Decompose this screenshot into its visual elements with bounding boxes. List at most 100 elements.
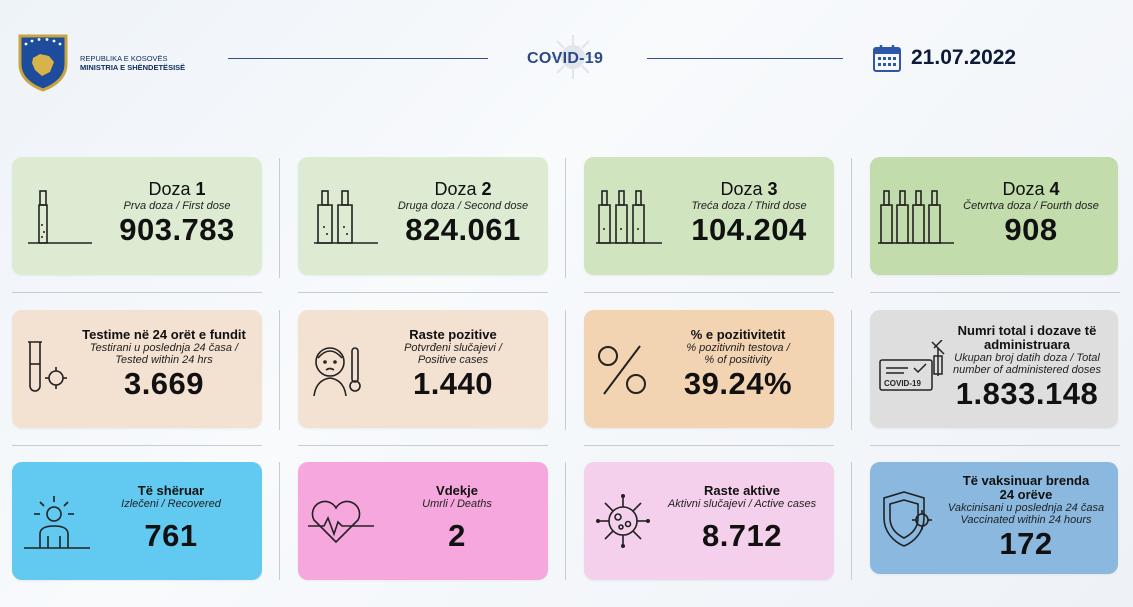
separator <box>565 462 566 580</box>
dose-title-label: Doza <box>148 179 191 199</box>
separator <box>584 445 834 446</box>
separator <box>851 462 852 580</box>
total-doses-text: Numri total i dozave të administruara Uk… <box>942 324 1112 412</box>
vaccinated-24h-text: Të vaksinuar brenda 24 orëve Vakcinisani… <box>940 474 1112 562</box>
separator <box>279 158 280 278</box>
dose-title-label: Doza <box>720 179 763 199</box>
header-divider-right <box>647 58 843 59</box>
covid-title: COVID-19 <box>527 50 603 68</box>
dose-value: 903.783 <box>119 212 235 247</box>
dose-subtitle: Druga doza / Second dose <box>397 200 529 212</box>
separator <box>565 158 566 278</box>
total-doses-subtitle-1: Ukupan broj datih doza / Total <box>954 352 1100 364</box>
deaths-card: Vdekje Umrli / Deaths 2 <box>298 462 548 580</box>
header: REPUBLIKA E KOSOVËS MINISTRIA E SHËNDETË… <box>0 0 1133 110</box>
calendar-icon <box>873 45 901 72</box>
dose-value: 104.204 <box>691 212 807 247</box>
virus-icon <box>551 35 595 79</box>
dose-value: 908 <box>1004 212 1058 247</box>
recovered-title: Të shëruar <box>137 483 205 498</box>
dose-card-text: Doza 3 Treća doza / Third dose 104.204 <box>674 179 824 248</box>
dose-title-label: Doza <box>1002 179 1045 199</box>
covid-title-suffix: -19 <box>579 50 604 67</box>
separator <box>279 310 280 430</box>
positive-cases-text: Raste pozitive Potvrđeni slučajevi / Pos… <box>368 328 538 402</box>
test-tube-icon <box>28 341 67 392</box>
dose-title: Doza 1 <box>102 179 252 200</box>
active-cases-value: 8.712 <box>701 518 783 553</box>
header-divider-left <box>228 58 488 59</box>
positive-cases-subtitle-1: Potvrđeni slučajevi / <box>404 342 502 354</box>
separator <box>584 292 834 293</box>
positivity-title: % e pozitivitetit <box>690 327 786 342</box>
active-cases-card: Raste aktive Aktivni slučajevi / Active … <box>584 462 834 580</box>
separator <box>279 462 280 580</box>
percent-icon <box>598 345 646 395</box>
deaths-value: 2 <box>448 518 466 553</box>
ministry-line2: MINISTRIA E SHËNDETËSISË <box>80 63 186 72</box>
total-doses-value: 1.833.148 <box>955 376 1099 411</box>
recovered-person-icon <box>24 496 90 549</box>
separator <box>870 445 1120 446</box>
three-vials-icon <box>596 190 662 244</box>
dose-number: 3 <box>767 179 778 199</box>
separator <box>298 292 548 293</box>
deaths-text: Vdekje Umrli / Deaths 2 <box>374 484 540 554</box>
recovered-text: Të shëruar Izlečeni / Recovered 761 <box>88 484 254 554</box>
deaths-subtitle: Umrli / Deaths <box>422 498 492 510</box>
covid-badge-text: COVID-19 <box>884 379 921 388</box>
vaccination-certificate-icon: COVID-19 <box>879 340 945 391</box>
total-doses-title-1: Numri total i dozave të <box>957 323 1097 338</box>
separator <box>851 310 852 430</box>
coronavirus-icon <box>596 494 650 548</box>
dose-card-text: Doza 4 Četvrtva doza / Fourth dose 908 <box>956 179 1106 248</box>
tests-title: Testime në 24 orët e fundit <box>82 327 246 342</box>
total-doses-subtitle-2: number of administered doses <box>953 364 1101 376</box>
covid-title-main: COVID <box>527 50 580 67</box>
dose-card-3: Doza 3 Treća doza / Third dose 104.204 <box>584 157 834 275</box>
dose-subtitle: Četvrtva doza / Fourth dose <box>963 200 1099 212</box>
vaccinated-24h-card: Të vaksinuar brenda 24 orëve Vakcinisani… <box>870 462 1118 574</box>
vaccinated-24h-title-2: 24 orëve <box>999 487 1053 502</box>
active-cases-text: Raste aktive Aktivni slučajevi / Active … <box>658 484 826 554</box>
tests-value: 3.669 <box>123 366 205 401</box>
positivity-subtitle-2: % of positivity <box>704 354 772 366</box>
separator <box>565 310 566 430</box>
dose-subtitle: Prva doza / First dose <box>123 200 231 212</box>
positive-cases-subtitle-2: Positive cases <box>417 354 489 366</box>
vaccinated-24h-subtitle-1: Vakcinisani u poslednja 24 časa <box>947 502 1105 514</box>
sick-person-icon <box>313 347 361 397</box>
recovered-card: Të shëruar Izlečeni / Recovered 761 <box>12 462 262 580</box>
total-doses-title-2: administruara <box>984 337 1070 352</box>
dose-card-text: Doza 1 Prva doza / First dose 903.783 <box>102 179 252 248</box>
dose-card-2: Doza 2 Druga doza / Second dose 824.061 <box>298 157 548 275</box>
tests-subtitle-1: Testirani u poslednja 24 časa / <box>89 342 239 354</box>
tests-subtitle-2: Tested within 24 hrs <box>115 354 213 366</box>
separator <box>12 292 262 293</box>
report-date: 21.07.2022 <box>911 46 1017 69</box>
two-vials-icon <box>314 190 378 244</box>
vaccinated-24h-value: 172 <box>999 526 1053 561</box>
dose-title: Doza 2 <box>388 179 538 200</box>
dose-value: 824.061 <box>405 212 521 247</box>
heartbeat-icon <box>308 500 374 544</box>
dose-card-text: Doza 2 Druga doza / Second dose 824.061 <box>388 179 538 248</box>
virus-shield-icon <box>883 491 932 547</box>
vaccinated-24h-subtitle-2: Vaccinated within 24 hours <box>960 514 1092 526</box>
positivity-value: 39.24% <box>683 366 793 401</box>
dose-number: 1 <box>195 179 206 199</box>
ministry-name: REPUBLIKA E KOSOVËS MINISTRIA E SHËNDETË… <box>80 54 185 72</box>
dose-title-label: Doza <box>434 179 477 199</box>
separator <box>870 292 1120 293</box>
deaths-title: Vdekje <box>436 483 478 498</box>
recovered-value: 761 <box>144 518 198 553</box>
tests-text: Testime në 24 orët e fundit Testirani u … <box>74 328 254 402</box>
positivity-subtitle-1: % pozitivnih testova / <box>686 342 790 354</box>
dose-title: Doza 4 <box>956 179 1106 200</box>
vial-icon <box>28 190 92 244</box>
tests-card: Testime në 24 orët e fundit Testirani u … <box>12 310 262 428</box>
positivity-card: % e pozitivitetit % pozitivnih testova /… <box>584 310 834 428</box>
positive-cases-card: Raste pozitive Potvrđeni slučajevi / Pos… <box>298 310 548 428</box>
dose-card-4: Doza 4 Četvrtva doza / Fourth dose 908 <box>870 157 1118 275</box>
separator <box>12 445 262 446</box>
